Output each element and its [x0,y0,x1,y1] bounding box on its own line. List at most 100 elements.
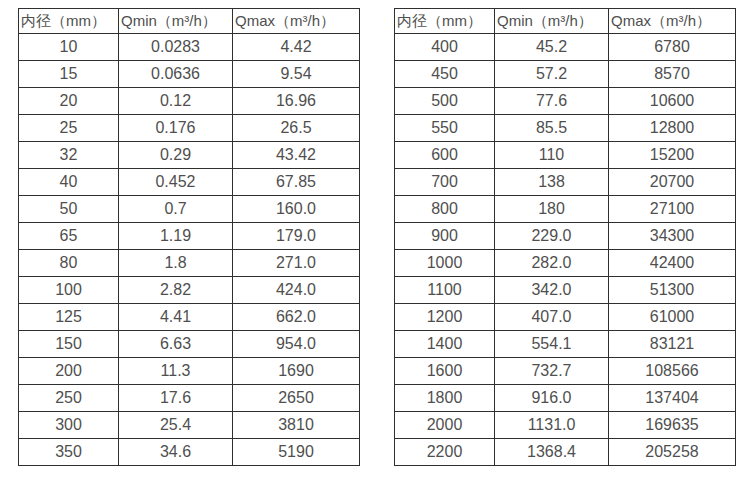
table-row: 1506.63954.0 [19,331,360,358]
table-cell: 229.0 [495,223,609,250]
table-cell: 554.1 [495,331,609,358]
table-cell: 1690 [233,358,360,385]
table-row: 400.45267.85 [19,169,360,196]
table-row: 1600732.7108566 [395,358,736,385]
table-row: 150.06369.54 [19,61,360,88]
table-cell: 150 [19,331,119,358]
table-cell: 25 [19,115,119,142]
table-row: 50077.610600 [395,88,736,115]
table-cell: 0.29 [119,142,233,169]
table-cell: 25.4 [119,412,233,439]
table-cell: 424.0 [233,277,360,304]
table-cell: 550 [395,115,495,142]
table-row: 1400554.183121 [395,331,736,358]
table-row: 40045.26780 [395,34,736,61]
table-cell: 77.6 [495,88,609,115]
table-cell: 2.82 [119,277,233,304]
table-cell: 0.0636 [119,61,233,88]
table-row: 320.2943.42 [19,142,360,169]
table-cell: 15200 [609,142,736,169]
table-cell: 342.0 [495,277,609,304]
table-cell: 600 [395,142,495,169]
table-cell: 2650 [233,385,360,412]
table-row: 30025.43810 [19,412,360,439]
table-cell: 10 [19,34,119,61]
table-cell: 732.7 [495,358,609,385]
flow-table-large-diameters: 内径（mm） Qmin（m³/h） Qmax（m³/h） 40045.26780… [394,8,736,466]
table-row: 1000282.042400 [395,250,736,277]
page: 内径（mm） Qmin（m³/h） Qmax（m³/h） 100.02834.4… [0,0,750,483]
table-cell: 900 [395,223,495,250]
table-cell: 0.7 [119,196,233,223]
table-cell: 205258 [609,439,736,466]
table-row: 22001368.4205258 [395,439,736,466]
table-row: 45057.28570 [395,61,736,88]
table-row: 200.1216.96 [19,88,360,115]
table-cell: 200 [19,358,119,385]
header-qmax: Qmax（m³/h） [609,9,736,34]
header-inner-diameter: 内径（mm） [19,9,119,34]
table-cell: 12800 [609,115,736,142]
table-cell: 500 [395,88,495,115]
table-cell: 1.19 [119,223,233,250]
table-cell: 110 [495,142,609,169]
table-cell: 10600 [609,88,736,115]
table-cell: 51300 [609,277,736,304]
header-qmin: Qmin（m³/h） [119,9,233,34]
table-cell: 40 [19,169,119,196]
table-cell: 6.63 [119,331,233,358]
table-row: 651.19179.0 [19,223,360,250]
table-row: 20001131.0169635 [395,412,736,439]
table-cell: 50 [19,196,119,223]
table-cell: 800 [395,196,495,223]
table-cell: 271.0 [233,250,360,277]
table-cell: 85.5 [495,115,609,142]
table-cell: 1200 [395,304,495,331]
table-cell: 45.2 [495,34,609,61]
table-cell: 250 [19,385,119,412]
table-cell: 160.0 [233,196,360,223]
table-cell: 5190 [233,439,360,466]
table-cell: 954.0 [233,331,360,358]
table-cell: 43.42 [233,142,360,169]
table-cell: 26.5 [233,115,360,142]
table-cell: 80 [19,250,119,277]
table-row: 900229.034300 [395,223,736,250]
table-cell: 350 [19,439,119,466]
table-cell: 15 [19,61,119,88]
table-cell: 137404 [609,385,736,412]
table-row: 60011015200 [395,142,736,169]
table-cell: 108566 [609,358,736,385]
table-cell: 2200 [395,439,495,466]
table-cell: 450 [395,61,495,88]
table-cell: 61000 [609,304,736,331]
table-row: 35034.65190 [19,439,360,466]
table-row: 55085.512800 [395,115,736,142]
table-cell: 282.0 [495,250,609,277]
table-cell: 916.0 [495,385,609,412]
table-cell: 20 [19,88,119,115]
table-cell: 180 [495,196,609,223]
table-row: 1100342.051300 [395,277,736,304]
table-cell: 138 [495,169,609,196]
table-cell: 179.0 [233,223,360,250]
table-cell: 100 [19,277,119,304]
table-cell: 700 [395,169,495,196]
table-cell: 0.12 [119,88,233,115]
header-inner-diameter: 内径（mm） [395,9,495,34]
table-cell: 9.54 [233,61,360,88]
table-cell: 1600 [395,358,495,385]
table-cell: 1000 [395,250,495,277]
table-cell: 34300 [609,223,736,250]
table-row: 1800916.0137404 [395,385,736,412]
table-cell: 1800 [395,385,495,412]
table-row: 250.17626.5 [19,115,360,142]
table-cell: 300 [19,412,119,439]
table-row: 801.8271.0 [19,250,360,277]
table-cell: 16.96 [233,88,360,115]
table-header-row: 内径（mm） Qmin（m³/h） Qmax（m³/h） [395,9,736,34]
table-row: 500.7160.0 [19,196,360,223]
table-cell: 4.41 [119,304,233,331]
table-row: 20011.31690 [19,358,360,385]
header-qmax: Qmax（m³/h） [233,9,360,34]
